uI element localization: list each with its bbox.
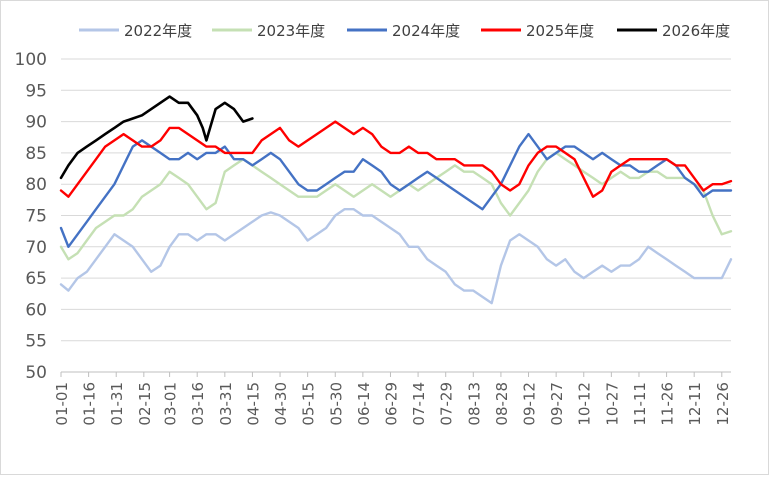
series-line-1	[59, 207, 733, 305]
series-line-5	[59, 95, 254, 180]
x-tick-label: 07-14	[410, 382, 428, 426]
y-tick-label: 85	[25, 144, 47, 164]
legend: 2022年度 2023年度 2024年度 2025年度 2026年度	[79, 22, 730, 40]
x-tick-label: 03-31	[217, 382, 235, 426]
x-tick-label: 11-26	[659, 382, 677, 426]
series-line-2	[59, 151, 733, 261]
series-line-4	[59, 120, 733, 198]
x-tick-label: 11-11	[631, 382, 649, 426]
legend-label: 2026年度	[662, 22, 730, 40]
x-tick-label: 10-27	[603, 382, 621, 426]
x-tick-label: 12-11	[686, 382, 704, 426]
x-tick-label: 08-13	[465, 382, 483, 426]
x-tick-label: 06-29	[382, 382, 400, 426]
y-tick-label: 60	[25, 300, 47, 320]
y-tick-label: 80	[25, 175, 47, 195]
x-tick-label: 01-31	[108, 382, 126, 426]
x-tick-label: 09-12	[521, 382, 539, 426]
legend-label: 2022年度	[124, 22, 192, 40]
x-axis: 01-01 01-16 01-31 02-15 03-01 03-16 03-31 04-15…	[53, 371, 732, 426]
x-tick-label: 06-14	[355, 382, 373, 426]
grid	[61, 58, 731, 373]
x-tick-label: 12-26	[714, 382, 732, 426]
x-tick-label: 05-30	[327, 382, 345, 426]
y-tick-label: 95	[25, 81, 47, 101]
legend-label: 2024年度	[392, 22, 460, 40]
y-tick-label: 50	[25, 363, 47, 383]
y-tick-label: 75	[25, 207, 47, 227]
y-tick-label: 100	[15, 50, 47, 70]
y-tick-label: 55	[25, 332, 47, 352]
legend-label: 2025年度	[526, 22, 594, 40]
x-tick-label: 07-29	[438, 382, 456, 426]
plot-area	[59, 95, 733, 305]
x-tick-label: 08-28	[493, 382, 511, 426]
x-tick-label: 01-01	[53, 382, 71, 426]
series-line-3	[59, 132, 733, 249]
x-tick-label: 09-27	[548, 382, 566, 426]
y-tick-label: 90	[25, 113, 47, 133]
x-tick-label: 05-15	[300, 382, 318, 426]
x-tick-label: 04-15	[244, 382, 262, 426]
x-tick-label: 01-16	[81, 382, 99, 426]
y-tick-label: 70	[25, 238, 47, 258]
y-tick-label: 65	[25, 269, 47, 289]
x-tick-label: 03-01	[162, 382, 180, 426]
legend-label: 2023年度	[257, 22, 325, 40]
y-axis: 50 55 60 65 70 75 80 85 90 95 100	[15, 50, 47, 383]
x-tick-label: 02-15	[136, 382, 154, 426]
x-tick-label: 03-16	[189, 382, 207, 426]
x-tick-label: 04-30	[272, 382, 290, 426]
x-tick-label: 10-12	[576, 382, 594, 426]
